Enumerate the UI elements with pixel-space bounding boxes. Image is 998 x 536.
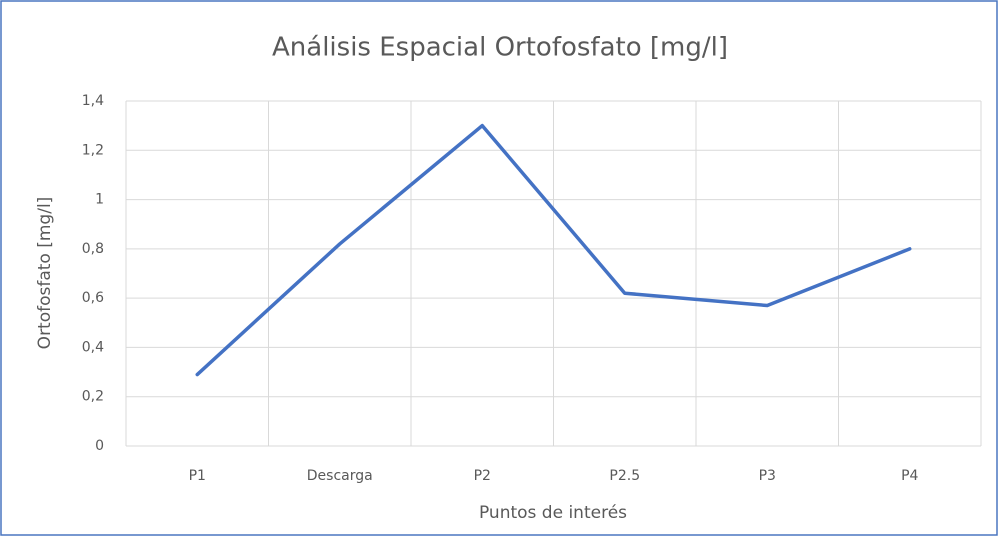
- y-tick-label: 0,4: [82, 339, 104, 355]
- x-tick-label: P2.5: [609, 468, 640, 484]
- y-tick-label: 0: [95, 438, 104, 454]
- y-tick-label: 0,6: [82, 290, 104, 306]
- y-axis-label: Ortofosfato [mg/l]: [35, 197, 55, 350]
- x-tick-label: P2: [474, 468, 491, 484]
- x-tick-label: P3: [759, 468, 776, 484]
- x-tick-label: P1: [189, 468, 206, 484]
- y-tick-label: 0,2: [82, 389, 104, 405]
- y-tick-label: 1,4: [82, 93, 104, 109]
- x-axis-label: Puntos de interés: [479, 503, 627, 523]
- x-tick-label: Descarga: [307, 468, 373, 484]
- y-tick-label: 1,2: [82, 142, 104, 158]
- chart-title: Análisis Espacial Ortofosfato [mg/l]: [272, 33, 728, 63]
- data-line: [195, 123, 912, 377]
- y-tick-label: 1: [95, 192, 104, 208]
- y-tick-label: 0,8: [82, 241, 104, 257]
- x-tick-label: P4: [901, 468, 918, 484]
